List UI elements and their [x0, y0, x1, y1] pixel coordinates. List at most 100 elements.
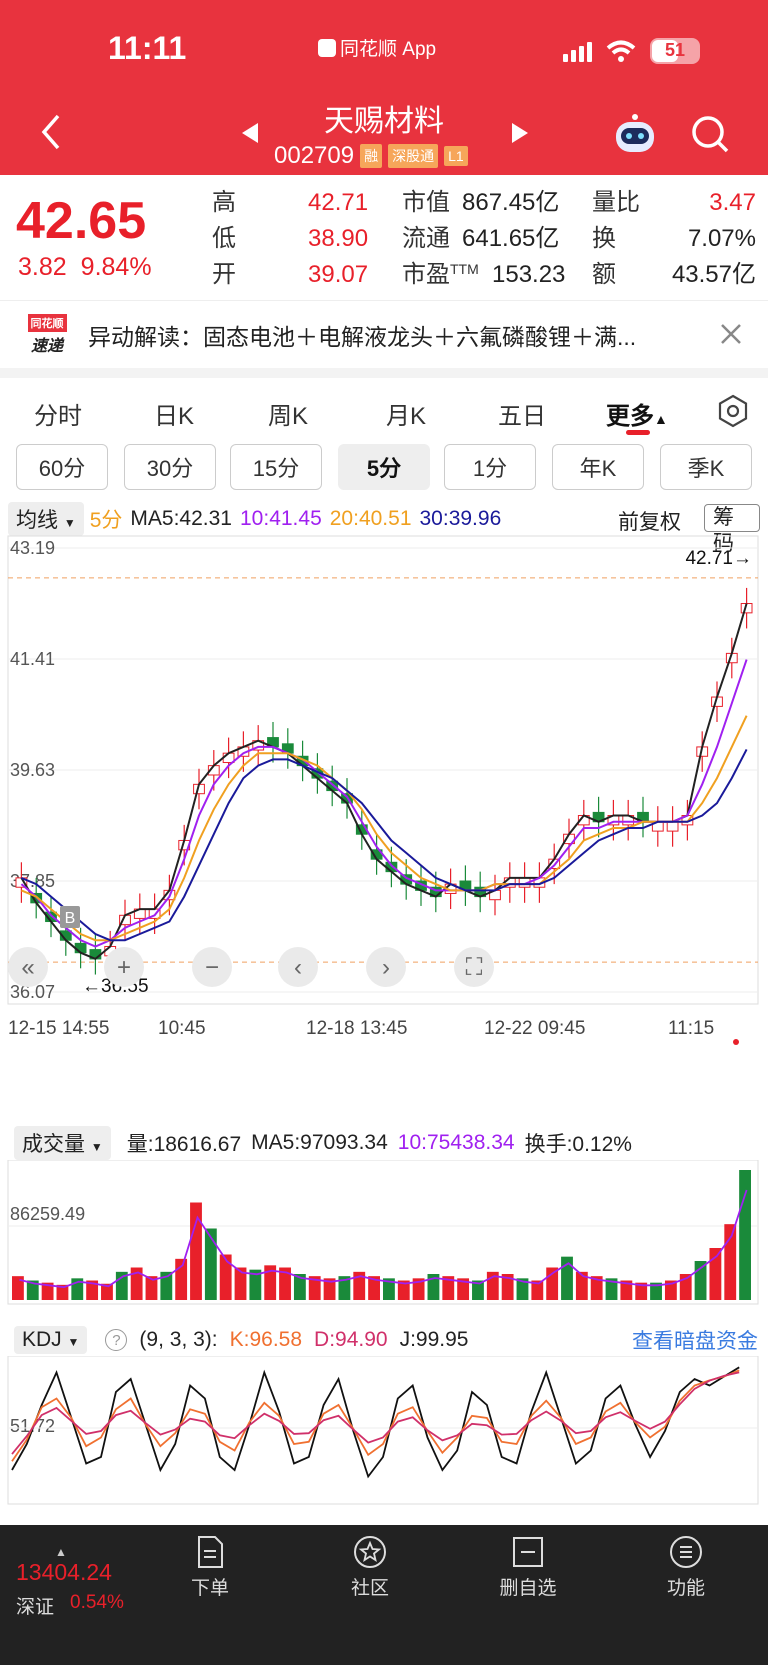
close-icon[interactable] [718, 321, 744, 347]
volume-bar [709, 1248, 722, 1300]
interval-1m[interactable]: 1分 [444, 444, 536, 490]
tag-connect: 深股通 [388, 144, 439, 168]
pe-label: 市盈 [402, 261, 450, 288]
kdj-k-line [11, 1369, 740, 1462]
settings-hexagon-icon[interactable] [716, 394, 750, 428]
y-tick-label: 36.07 [10, 982, 55, 1002]
nav-order[interactable]: 下单 [160, 1535, 260, 1600]
kdj-legend: KDJ ▼ ? (9, 3, 3): K:96.58 D:94.90 J:99.… [14, 1326, 764, 1354]
tab-daily[interactable]: 日K [154, 403, 195, 430]
active-tab-indicator [626, 430, 650, 435]
fullscreen-icon-glyph: ⛶ [465, 954, 483, 981]
index-widget[interactable]: ▲ 13404.24 深证 0.54% [16, 1545, 124, 1619]
interval-30m[interactable]: 30分 [124, 444, 216, 490]
volume-chart[interactable]: 86259.49 [0, 1160, 768, 1306]
volume-bar [620, 1280, 633, 1300]
high-value: 42.71 [308, 189, 369, 216]
volume-bar [41, 1282, 54, 1300]
interval-5m[interactable]: 5分 [338, 444, 430, 490]
robot-assistant-icon[interactable] [612, 112, 658, 156]
app-back-label[interactable]: 同花顺 App [318, 34, 436, 61]
candle-body [326, 780, 339, 792]
nav-community[interactable]: 社区 [320, 1535, 420, 1600]
quote-col-cap: 市值 867.45亿 流通 641.65亿 市盈 TTM 153.23 [402, 185, 582, 293]
help-icon[interactable]: ? [105, 1329, 128, 1351]
interval-quarter[interactable]: 季K [660, 444, 752, 490]
adjust-mode[interactable]: 前复权 [618, 511, 681, 534]
interval-year[interactable]: 年K [552, 444, 644, 490]
search-icon[interactable] [690, 114, 730, 154]
minus-square-icon [513, 1537, 543, 1567]
back-arrow-icon[interactable] [36, 112, 66, 152]
fullscreen-icon[interactable] [454, 947, 494, 987]
volume-ma10-line [19, 1189, 748, 1289]
volume-bar [546, 1267, 559, 1300]
kdj-params: (9, 3, 3): [139, 1328, 218, 1351]
tab-monthly[interactable]: 月K [386, 403, 427, 430]
mktcap-label: 市值 [402, 189, 450, 216]
prev-icon[interactable] [278, 947, 318, 987]
volume-bar [12, 1276, 24, 1300]
first-page-icon[interactable] [8, 947, 48, 987]
volume-bar [190, 1202, 202, 1300]
nav-functions-label: 功能 [666, 1578, 705, 1599]
volume-ma10: 10:75438.34 [397, 1131, 515, 1154]
tag-margin: 融 [360, 144, 383, 168]
volume-bar [501, 1274, 514, 1300]
kdj-j: J:99.95 [399, 1328, 469, 1351]
cellular-signal-icon [563, 40, 592, 62]
news-text[interactable]: 异动解读：固态电池＋电解液龙头＋六氟磷酸锂＋满... [88, 323, 637, 350]
low-value: 38.90 [308, 225, 369, 252]
tab-more[interactable]: 更多▲ [606, 396, 668, 431]
kdj-chart[interactable]: 51.72 [0, 1356, 768, 1506]
kdj-j-line [11, 1366, 740, 1479]
nav-order-label: 下单 [190, 1578, 229, 1599]
volume-bar [412, 1278, 425, 1300]
y-tick-label: 43.19 [10, 538, 55, 558]
news-ticker[interactable]: 同花顺 速递 异动解读：固态电池＋电解液龙头＋六氟磷酸锂＋满... [0, 300, 768, 368]
volume-bar [145, 1276, 158, 1300]
float-label: 流通 [402, 225, 450, 252]
y-tick-label: 39.63 [10, 760, 55, 780]
dark-pool-link[interactable]: 查看暗盘资金 [632, 1330, 758, 1353]
amount-value: 43.57亿 [671, 261, 756, 288]
index-value: 13404.24 [16, 1559, 112, 1585]
volratio-value: 3.47 [709, 189, 756, 216]
open-value: 39.07 [308, 261, 369, 288]
status-icons: 51 [563, 38, 700, 64]
ma5-line [20, 603, 748, 961]
y-tick-label: 41.41 [10, 649, 55, 669]
kdj-selector[interactable]: KDJ ▼ [14, 1326, 88, 1354]
nav-remove-watchlist[interactable]: 删自选 [478, 1535, 578, 1600]
x-tick-label: 12-22 09:45 [484, 1018, 585, 1039]
next-stock-icon[interactable] [510, 121, 530, 145]
ma-legend: 均线 ▼ 5分 MA5:42.31 10:41.45 20:40.51 30:3… [8, 502, 760, 555]
next-icon[interactable] [366, 947, 406, 987]
volume-bar [115, 1271, 128, 1300]
battery-level: 51 [664, 40, 686, 60]
volume-bar [279, 1267, 291, 1300]
volume-tick-label: 86259.49 [10, 1204, 85, 1224]
tab-weekly[interactable]: 周K [268, 403, 309, 430]
interval-15m[interactable]: 15分 [230, 444, 322, 490]
volume-value: 量:18616.67 [126, 1133, 242, 1156]
volume-bar [175, 1258, 188, 1300]
chip-distribution-button[interactable]: 筹码 [704, 504, 760, 555]
tab-intraday[interactable]: 分时 [34, 403, 82, 430]
candle-body [15, 877, 28, 888]
tab-five-day[interactable]: 五日 [498, 403, 546, 430]
volume-selector[interactable]: 成交量 ▼ [14, 1126, 111, 1160]
x-tick-label: 11:15 [668, 1018, 714, 1039]
ma-selector[interactable]: 均线 ▼ [8, 502, 84, 536]
amount-label: 额 [592, 261, 616, 288]
zoom-in-icon[interactable] [104, 947, 144, 987]
candle-body [74, 942, 87, 954]
turnover-label: 换 [592, 225, 616, 252]
volume-bar [293, 1274, 306, 1300]
volume-bar [590, 1276, 603, 1300]
zoom-out-icon[interactable] [192, 947, 232, 987]
prev-stock-icon[interactable] [240, 121, 260, 145]
nav-functions[interactable]: 功能 [636, 1535, 736, 1600]
interval-60m[interactable]: 60分 [16, 444, 108, 490]
